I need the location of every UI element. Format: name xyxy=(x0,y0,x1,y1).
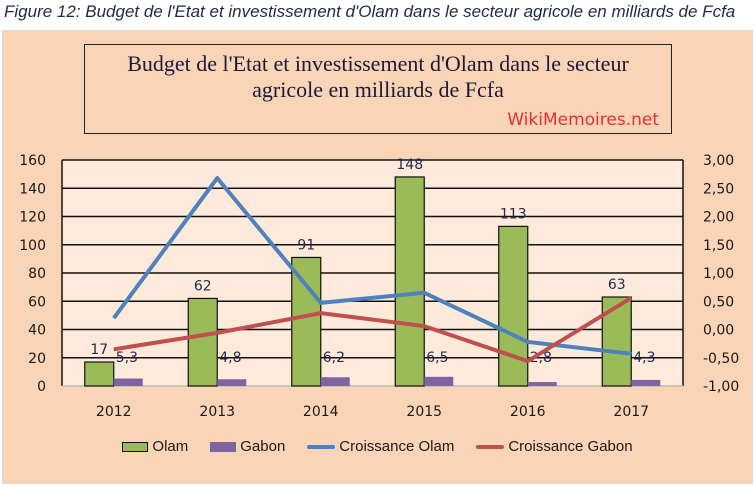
x-tick-label: 2016 xyxy=(510,404,546,420)
figure-caption: Figure 12: Budget de l'Etat et investiss… xyxy=(4,2,736,21)
legend-swatch-croissance-gabon xyxy=(476,444,505,449)
legend: Olam Gabon Croissance Olam Croissance Ga… xyxy=(0,438,755,455)
bar-gabon xyxy=(527,382,557,386)
y-right-tick-label: 1,00 xyxy=(703,266,734,282)
x-tick-label: 2014 xyxy=(303,404,339,420)
y-left-tick-label: 100 xyxy=(19,238,46,254)
data-label-gabon: 2,8 xyxy=(530,350,552,366)
data-label-gabon: 4,8 xyxy=(219,350,241,366)
x-tick-label: 2015 xyxy=(406,404,442,420)
bar-olam xyxy=(498,225,529,387)
bar-olam xyxy=(601,296,632,387)
legend-label-gabon: Gabon xyxy=(240,438,286,455)
y-left-tick-label: 140 xyxy=(19,181,46,197)
x-tick-label: 2017 xyxy=(613,404,649,420)
legend-item-olam: Olam xyxy=(122,438,188,455)
y-left-tick-label: 60 xyxy=(28,294,46,310)
x-tick-label: 2012 xyxy=(96,404,132,420)
legend-item-croissance-olam: Croissance Olam xyxy=(307,438,454,455)
y-right-tick-label: 0,00 xyxy=(703,323,734,339)
line-croissance-olam xyxy=(112,176,632,356)
bar-gabon xyxy=(217,379,247,386)
bar-gabon xyxy=(320,377,350,386)
y-left-tick-label: 80 xyxy=(28,266,46,282)
data-label-olam: 17 xyxy=(90,342,108,358)
data-label-gabon: 4,3 xyxy=(633,350,655,366)
data-label-gabon: 6,2 xyxy=(323,350,345,366)
y-left-tick-label: 0 xyxy=(37,379,46,395)
y-left-tick-label: 40 xyxy=(28,323,46,339)
bar-olam xyxy=(187,297,218,387)
chart-title-line-2: agricole en milliards de Fcfa xyxy=(252,77,504,102)
legend-swatch-olam xyxy=(122,441,149,452)
data-label-olam: 62 xyxy=(194,278,212,294)
legend-label-olam: Olam xyxy=(152,438,189,455)
y-left-tick-label: 120 xyxy=(19,210,46,226)
y-left-tick-label: 20 xyxy=(28,351,46,367)
y-right-tick-label: 3,00 xyxy=(703,153,734,169)
data-label-olam: 148 xyxy=(396,157,423,173)
bar-olam xyxy=(291,256,322,387)
y-right-tick-label: 0,50 xyxy=(703,294,734,310)
data-label-gabon: 6,5 xyxy=(426,350,448,366)
data-label-olam: 113 xyxy=(500,206,527,222)
x-tick-label: 2013 xyxy=(199,404,235,420)
legend-label-croissance-olam: Croissance Olam xyxy=(339,438,455,455)
y-left-tick-label: 160 xyxy=(19,153,46,169)
watermark: WikiMemoires.net xyxy=(507,110,659,130)
bar-gabon xyxy=(631,379,661,386)
legend-swatch-gabon xyxy=(210,441,237,452)
y-right-tick-label: 2,50 xyxy=(703,181,734,197)
bar-olam xyxy=(84,361,115,387)
data-label-olam: 63 xyxy=(608,277,626,293)
legend-label-croissance-gabon: Croissance Gabon xyxy=(508,438,633,455)
data-label-gabon: 5,3 xyxy=(116,350,138,366)
bar-gabon xyxy=(424,376,454,386)
y-right-tick-label: 1,50 xyxy=(703,238,734,254)
legend-swatch-croissance-olam xyxy=(307,444,336,449)
y-right-tick-label: 2,00 xyxy=(703,210,734,226)
y-right-tick-label: -1,00 xyxy=(703,379,739,395)
legend-item-gabon: Gabon xyxy=(210,438,285,455)
line-croissance-gabon xyxy=(113,296,633,364)
legend-item-croissance-gabon: Croissance Gabon xyxy=(476,438,633,455)
y-right-tick-label: -0,50 xyxy=(703,351,739,367)
bar-gabon xyxy=(113,378,143,386)
chart-title-box: Budget de l'Etat et investissement d'Ola… xyxy=(84,44,672,134)
data-label-olam: 91 xyxy=(297,237,315,253)
bar-olam xyxy=(394,176,425,387)
chart-title-line-1: Budget de l'Etat et investissement d'Ola… xyxy=(127,51,629,76)
